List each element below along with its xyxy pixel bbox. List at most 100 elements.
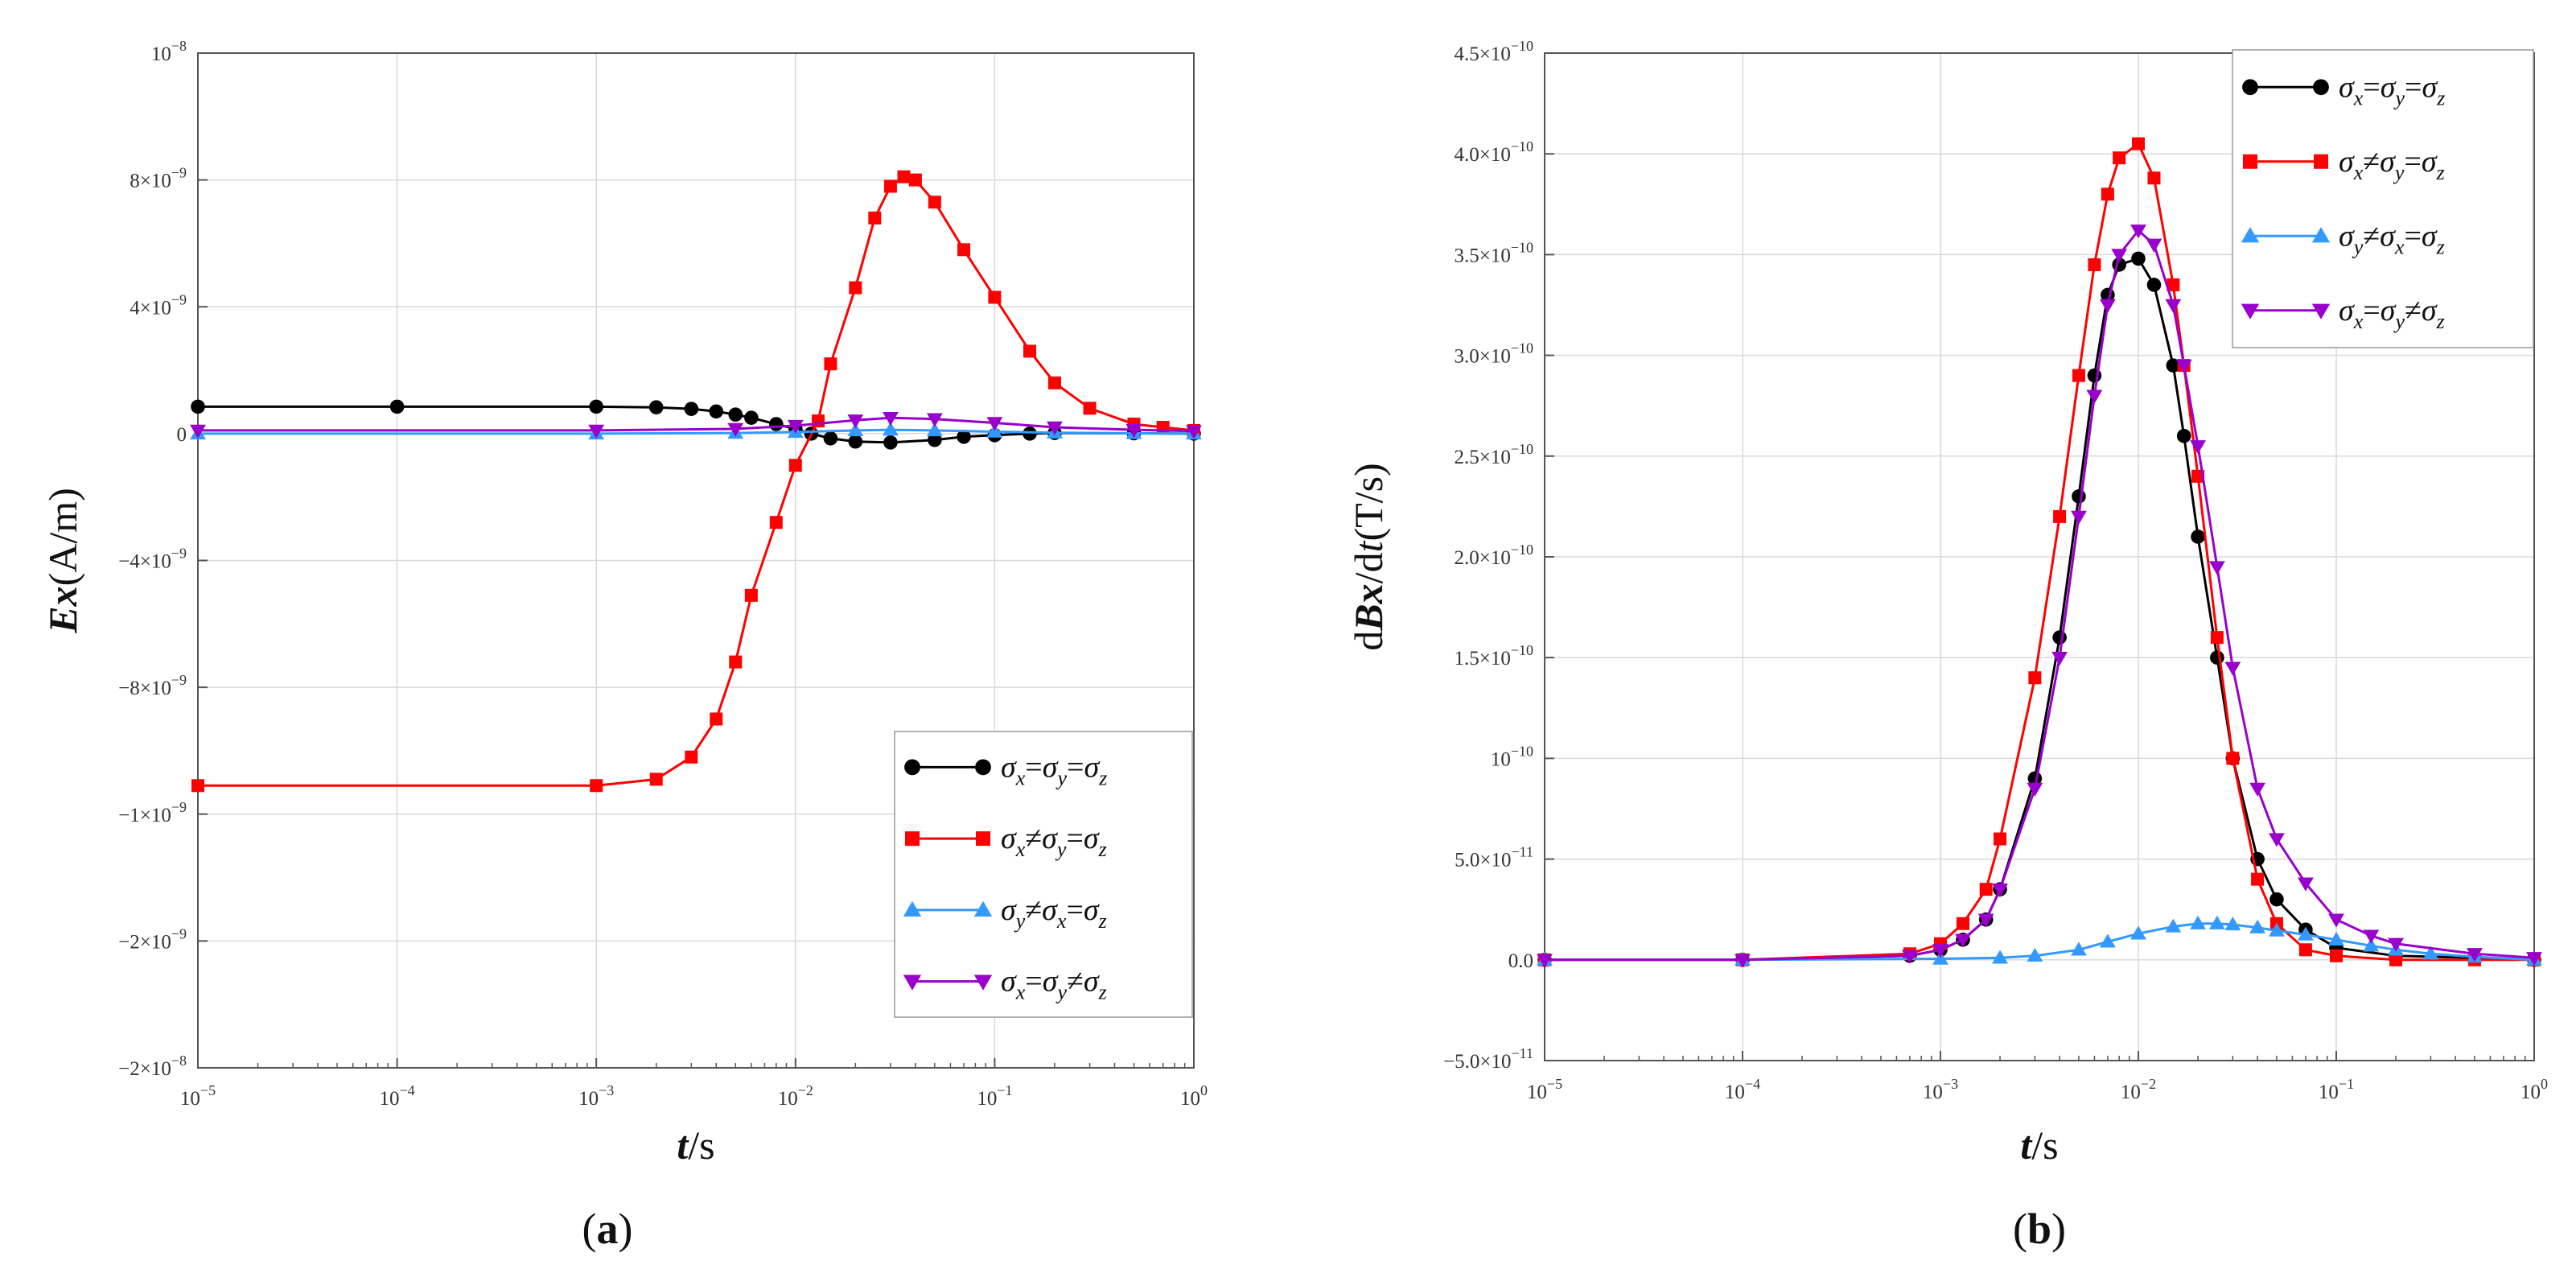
data-point	[957, 243, 971, 257]
x-tick-label: 100	[1180, 1082, 1208, 1110]
series-3	[190, 411, 1202, 439]
data-point	[2388, 937, 2404, 952]
data-point	[2165, 299, 2182, 313]
data-point	[744, 410, 759, 425]
data-point	[928, 196, 941, 209]
data-point	[2328, 931, 2344, 946]
legend-marker	[2314, 154, 2328, 169]
data-point	[389, 399, 405, 414]
x-tick-label: 10−1	[977, 1082, 1012, 1110]
data-point	[728, 407, 743, 422]
x-tick-label: 10−3	[1923, 1076, 1958, 1103]
data-point	[2147, 171, 2161, 185]
data-point	[2363, 937, 2380, 952]
legend-item: σy≠σx=σz	[903, 893, 1107, 933]
data-point	[2208, 915, 2225, 929]
data-point	[2190, 915, 2206, 929]
legend-label: σy≠σx=σz	[1001, 893, 1107, 933]
data-point	[787, 419, 804, 434]
data-point	[1992, 950, 2008, 964]
data-point	[727, 422, 744, 437]
legend-marker	[2241, 227, 2260, 243]
plot-frame	[197, 52, 1195, 1069]
data-point	[2251, 872, 2265, 886]
legend-label: σx=σy≠σz	[2339, 294, 2445, 333]
data-point	[2071, 510, 2087, 525]
data-point	[1047, 421, 1063, 435]
data-point	[191, 399, 205, 414]
data-point	[190, 424, 206, 439]
plot-frame	[1544, 52, 2535, 1061]
data-point	[684, 402, 699, 416]
data-point	[2099, 933, 2116, 948]
data-point	[1994, 832, 2007, 846]
data-point	[928, 432, 942, 447]
data-point	[957, 430, 971, 444]
data-point	[2131, 251, 2146, 266]
data-point	[2088, 258, 2101, 271]
data-point	[812, 414, 825, 428]
legend-marker	[2243, 154, 2257, 169]
data-point	[1023, 426, 1037, 441]
data-point	[1932, 944, 1948, 958]
legend-label: σx≠σy=σz	[1001, 822, 1107, 861]
y-tick-label: 4.5×10−10	[1454, 38, 1533, 65]
legend-item: σx=σy≠σz	[2241, 294, 2445, 333]
data-point	[2176, 428, 2191, 443]
data-point	[709, 404, 724, 419]
data-point	[823, 431, 838, 446]
legend-marker	[903, 900, 922, 917]
data-point	[1901, 950, 1918, 964]
data-point	[1083, 402, 1097, 415]
data-point	[729, 655, 743, 669]
y-tick-label: 8×10−9	[130, 165, 187, 192]
data-point	[824, 357, 837, 371]
data-point	[868, 211, 882, 225]
data-point	[883, 435, 898, 450]
y-tick-label: 3.5×10−10	[1454, 239, 1533, 266]
data-point	[2099, 299, 2116, 313]
data-point	[2027, 782, 2043, 797]
legend-marker	[905, 831, 920, 847]
data-point	[744, 588, 758, 602]
data-point	[2210, 650, 2224, 665]
legend-label: σx=σy=σz	[2339, 70, 2445, 109]
y-tick-label: −2×10−8	[118, 1053, 187, 1080]
y-tick-label: −2×10−9	[118, 925, 187, 953]
x-tick-label: 10−1	[2319, 1076, 2354, 1103]
legend-marker	[903, 974, 922, 991]
series-3	[1537, 225, 2542, 968]
data-point	[2269, 922, 2285, 937]
legend-marker	[2242, 79, 2258, 96]
data-point	[1955, 933, 1971, 948]
x-tick-label: 10−5	[180, 1082, 216, 1110]
data-point	[2249, 782, 2266, 797]
data-point	[2330, 949, 2343, 962]
data-point	[1186, 425, 1202, 439]
y-tick-label: −1×10−9	[118, 799, 187, 826]
data-point	[2191, 529, 2205, 544]
y-tick-label: −5.0×10−11	[1443, 1045, 1533, 1073]
panel-label: (b)	[2013, 1205, 2066, 1253]
data-point	[2051, 652, 2068, 666]
data-point	[710, 712, 723, 726]
x-tick-label: 10−5	[1527, 1076, 1562, 1103]
x-tick-label: 10−3	[578, 1082, 614, 1110]
legend-marker	[976, 831, 990, 847]
data-point	[648, 400, 664, 414]
data-point	[988, 290, 1002, 304]
data-point	[2132, 137, 2145, 150]
data-point	[589, 399, 603, 414]
y-tick-label: 10−10	[1491, 743, 1533, 770]
y-tick-label: 2.0×10−10	[1454, 542, 1533, 569]
legend-item: σx≠σy=σz	[905, 822, 1107, 861]
y-tick-label: 0.0	[1508, 950, 1533, 972]
legend-item: σx=σy≠σz	[903, 965, 1107, 1004]
data-point	[2166, 358, 2181, 373]
panel-label: (a)	[582, 1205, 633, 1253]
data-point	[2224, 661, 2241, 676]
y-tick-label: −4×10−9	[118, 546, 187, 573]
data-point	[191, 779, 204, 793]
data-point	[2113, 151, 2126, 165]
